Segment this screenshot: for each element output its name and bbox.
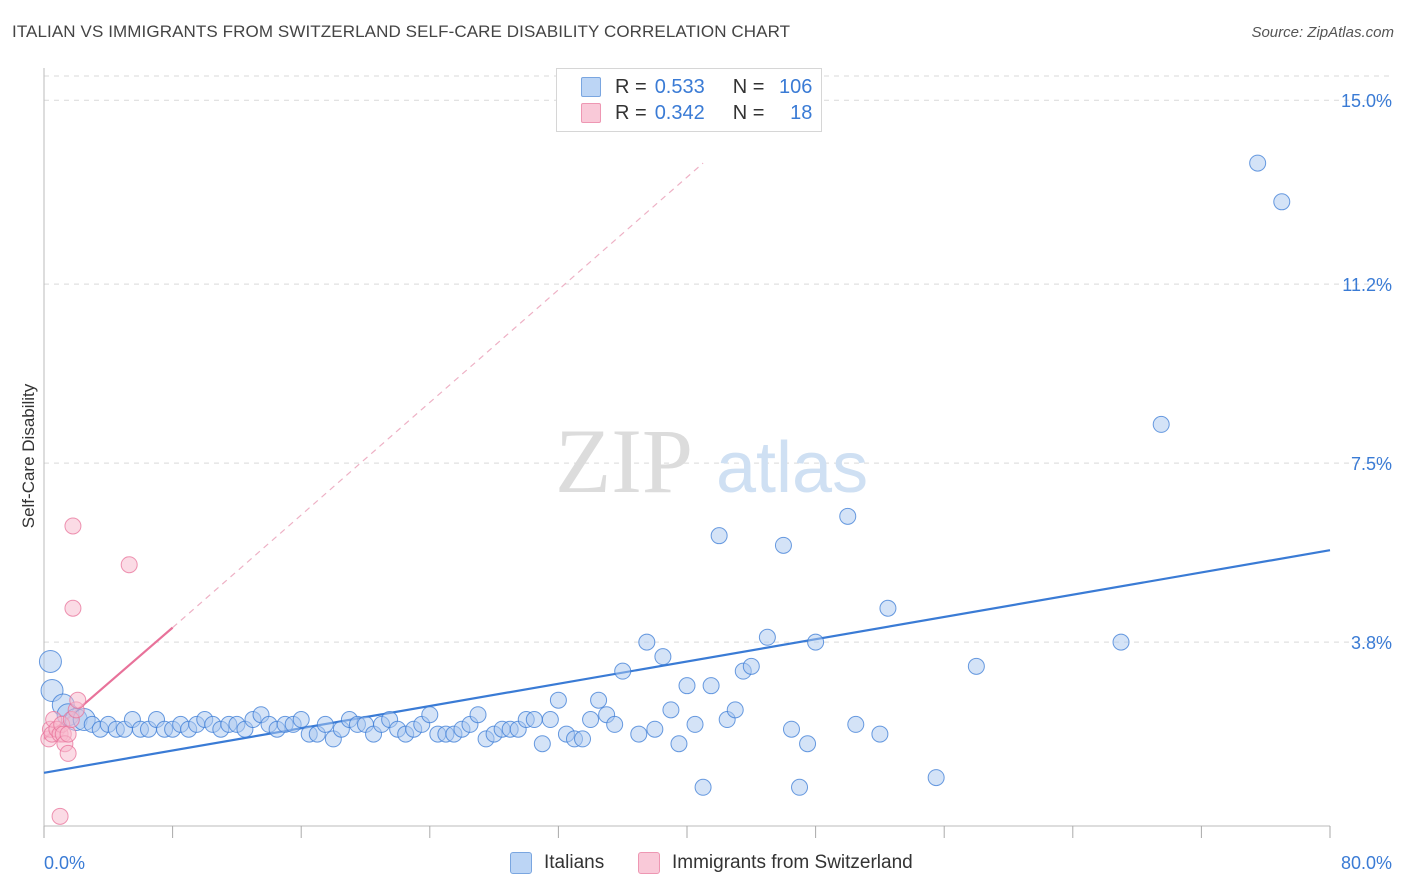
legend-r-value: 0.533 bbox=[654, 75, 705, 98]
data-point-blue bbox=[541, 711, 559, 729]
legend-n-label: N = bbox=[732, 101, 765, 124]
axes bbox=[43, 68, 1331, 838]
data-point-blue bbox=[614, 662, 632, 680]
legend-r-label: R = bbox=[615, 75, 647, 98]
legend-label-italians: Italians bbox=[544, 852, 605, 873]
data-point-blue bbox=[791, 778, 809, 796]
legend-row-switzerland: R = 0.342 N = 18 bbox=[581, 101, 812, 125]
y-axis-label: Self-Care Disability bbox=[19, 383, 38, 528]
data-point-blue bbox=[1112, 633, 1130, 651]
data-point-blue bbox=[782, 720, 800, 738]
data-point-blue bbox=[38, 649, 62, 673]
legend-swatch-blue bbox=[581, 77, 601, 97]
data-point-pink bbox=[64, 517, 82, 535]
data-point-pink bbox=[59, 744, 77, 762]
legend-item-switzerland[interactable]: Immigrants from Switzerland bbox=[638, 852, 913, 874]
data-point-blue bbox=[638, 633, 656, 651]
data-point-blue bbox=[742, 657, 760, 675]
data-point-blue bbox=[1152, 415, 1170, 433]
legend-row-italians: R = 0.533 N = 106 bbox=[581, 75, 812, 99]
data-point-blue bbox=[726, 701, 744, 719]
data-point-blue bbox=[292, 711, 310, 729]
legend-n-value: 18 bbox=[790, 101, 813, 124]
legend-n-value: 106 bbox=[779, 75, 813, 98]
data-point-blue bbox=[758, 628, 776, 646]
data-point-blue bbox=[630, 725, 648, 743]
stats-legend: R = 0.533 N = 106 R = 0.342 N = 18 bbox=[556, 68, 822, 132]
watermark-zip: ZIP bbox=[555, 410, 693, 512]
legend-swatch-blue bbox=[510, 852, 532, 874]
data-point-blue bbox=[702, 677, 720, 695]
data-point-blue bbox=[469, 706, 487, 724]
y-tick-label: 11.2% bbox=[1342, 275, 1392, 295]
legend-r-label: R = bbox=[615, 101, 647, 124]
data-point-blue bbox=[879, 599, 897, 617]
source-label: Source: ZipAtlas.com bbox=[1251, 24, 1394, 41]
data-points bbox=[38, 154, 1291, 825]
tick-labels: 3.8% 7.5% 11.2% 15.0% 0.0% 80.0% bbox=[44, 91, 1392, 873]
series-legend: Italians Immigrants from Switzerland bbox=[0, 852, 1406, 876]
data-point-blue bbox=[533, 735, 551, 753]
data-point-blue bbox=[774, 536, 792, 554]
watermark: ZIP atlas bbox=[555, 410, 868, 512]
data-point-blue bbox=[549, 691, 567, 709]
data-point-pink bbox=[64, 599, 82, 617]
data-point-blue bbox=[590, 691, 608, 709]
watermark-atlas: atlas bbox=[716, 428, 868, 508]
legend-swatch-pink bbox=[581, 103, 601, 123]
legend-r-value: 0.342 bbox=[654, 101, 705, 124]
x-tick-label-max: 80.0% bbox=[1341, 853, 1392, 873]
data-point-blue bbox=[606, 715, 624, 733]
data-point-blue bbox=[799, 735, 817, 753]
data-point-blue bbox=[839, 507, 857, 525]
data-point-blue bbox=[1249, 154, 1267, 172]
data-point-blue bbox=[847, 715, 865, 733]
data-point-pink bbox=[51, 807, 69, 825]
data-point-blue bbox=[967, 657, 985, 675]
data-point-blue bbox=[646, 720, 664, 738]
data-point-blue bbox=[678, 677, 696, 695]
x-tick-label-min: 0.0% bbox=[44, 853, 85, 873]
data-point-blue bbox=[421, 706, 439, 724]
data-point-blue bbox=[710, 527, 728, 545]
legend-label-switzerland: Immigrants from Switzerland bbox=[672, 852, 913, 873]
y-tick-label: 15.0% bbox=[1341, 91, 1392, 111]
chart-title: ITALIAN VS IMMIGRANTS FROM SWITZERLAND S… bbox=[12, 22, 791, 41]
data-point-blue bbox=[686, 715, 704, 733]
data-point-blue bbox=[694, 778, 712, 796]
data-point-blue bbox=[662, 701, 680, 719]
data-point-blue bbox=[316, 715, 334, 733]
grid-lines bbox=[44, 75, 1392, 643]
data-point-blue bbox=[670, 735, 688, 753]
trend-extension bbox=[172, 162, 704, 629]
legend-item-italians[interactable]: Italians bbox=[510, 852, 604, 874]
data-point-blue bbox=[927, 769, 945, 787]
data-point-blue bbox=[1273, 193, 1291, 211]
data-point-pink bbox=[120, 556, 138, 574]
trend-line-blue bbox=[43, 549, 1331, 774]
data-point-blue bbox=[807, 633, 825, 651]
data-point-blue bbox=[582, 711, 600, 729]
y-tick-label: 7.5% bbox=[1351, 454, 1392, 474]
legend-n-label: N = bbox=[732, 75, 765, 98]
y-tick-label: 3.8% bbox=[1351, 633, 1392, 653]
data-point-blue bbox=[654, 648, 672, 666]
data-point-blue bbox=[871, 725, 889, 743]
data-point-pink bbox=[59, 725, 77, 743]
data-point-blue bbox=[574, 730, 592, 748]
legend-swatch-pink bbox=[638, 852, 660, 874]
data-point-pink bbox=[69, 691, 87, 709]
data-point-blue bbox=[525, 711, 543, 729]
